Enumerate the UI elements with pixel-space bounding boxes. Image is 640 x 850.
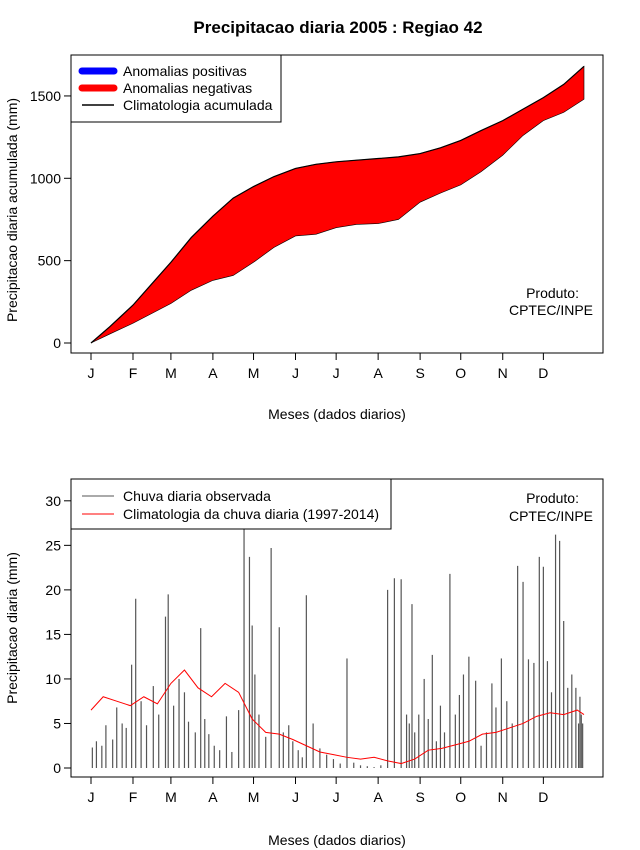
legend-negative: Anomalias negativas — [123, 80, 252, 96]
top-y-axis: 0 500 1000 1500 — [30, 88, 71, 351]
bottom-x-tick-label: A — [208, 789, 218, 805]
top-x-tick-label: M — [248, 365, 260, 381]
bottom-x-tick-label: J — [88, 789, 95, 805]
top-product-source: CPTEC/INPE — [509, 302, 593, 318]
bottom-x-tick-label: S — [415, 789, 424, 805]
bottom-x-tick-label: A — [373, 789, 383, 805]
top-x-tick-label: S — [415, 365, 424, 381]
bottom-y-tick-label: 25 — [45, 537, 61, 553]
bottom-y-tick-label: 30 — [45, 493, 61, 509]
cumulative-chart: 0 500 1000 1500 J F M A M J J A S O N D Meses (dados d… — [4, 54, 604, 422]
top-product-label: Produto: — [526, 285, 579, 301]
bottom-y-tick-label: 0 — [53, 760, 61, 776]
bottom-x-tick-label: N — [498, 789, 508, 805]
legend-climatology: Climatologia acumulada — [123, 97, 273, 113]
top-x-tick-label: M — [165, 365, 177, 381]
legend-positive: Anomalias positivas — [123, 63, 247, 79]
bottom-x-tick-label: M — [165, 789, 177, 805]
bottom-product-source: CPTEC/INPE — [509, 508, 593, 524]
bottom-legend-box — [70, 478, 392, 530]
top-x-tick-label: D — [538, 365, 548, 381]
bottom-x-tick-label: D — [538, 789, 548, 805]
climatology-cumulative-line — [90, 65, 585, 344]
top-x-tick-label: A — [373, 365, 383, 381]
bottom-y-tick-label: 15 — [45, 626, 61, 642]
bottom-x-tick-label: F — [129, 789, 138, 805]
top-y-tick-label: 0 — [53, 335, 61, 351]
top-x-tick-label: J — [292, 365, 299, 381]
top-legend: Anomalias positivas Anomalias negativas … — [70, 54, 282, 123]
top-y-axis-label: Precipitacao diaria acumulada (mm) — [4, 98, 20, 322]
climatology-daily-line — [90, 669, 585, 765]
top-x-tick-label: J — [88, 365, 95, 381]
bottom-product-label: Produto: — [526, 490, 579, 506]
bottom-y-axis-label: Precipitacao diaria (mm) — [4, 552, 20, 704]
legend-observed: Chuva diaria observada — [123, 488, 271, 504]
bottom-x-axis-label: Meses (dados diarios) — [268, 832, 406, 848]
bottom-x-tick-label: J — [333, 789, 340, 805]
bottom-x-tick-label: O — [455, 789, 466, 805]
bottom-y-axis: 0 5 10 15 20 25 30 — [45, 493, 71, 776]
top-y-tick-label: 1000 — [30, 170, 61, 186]
bottom-y-tick-label: 20 — [45, 582, 61, 598]
bottom-legend: Chuva diaria observada Climatologia da c… — [70, 478, 392, 530]
top-y-tick-label: 1500 — [30, 88, 61, 104]
top-x-tick-label: J — [333, 365, 340, 381]
top-x-tick-label: O — [455, 365, 466, 381]
top-x-tick-label: A — [208, 365, 218, 381]
top-x-tick-label: F — [129, 365, 138, 381]
bottom-x-tick-label: M — [248, 789, 260, 805]
legend-climatology-daily: Climatologia da chuva diaria (1997-2014) — [123, 506, 379, 522]
bottom-x-tick-label: J — [292, 789, 299, 805]
daily-chart: 0 5 10 15 20 25 30 J F M A M J J A S O N D Meses (dados d… — [4, 478, 604, 848]
top-plot-frame — [70, 54, 604, 354]
top-x-tick-label: N — [498, 365, 508, 381]
top-x-axis-label: Meses (dados diarios) — [268, 406, 406, 422]
bottom-y-tick-label: 10 — [45, 671, 61, 687]
bottom-y-tick-label: 5 — [53, 715, 61, 731]
observed-rain-bars — [91, 527, 584, 768]
chart-title: Precipitacao diaria 2005 : Regiao 42 — [193, 18, 482, 37]
top-y-tick-label: 500 — [38, 253, 62, 269]
